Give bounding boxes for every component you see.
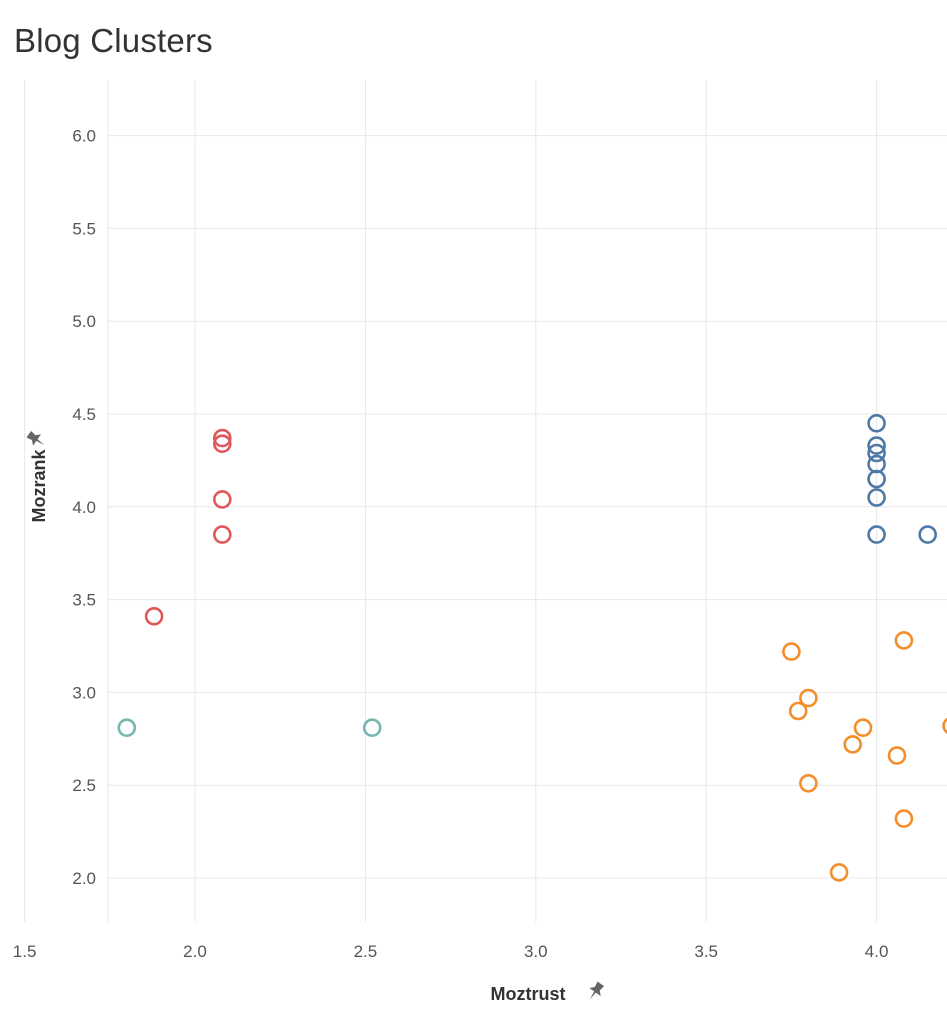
data-point[interactable]	[853, 718, 873, 738]
grid	[24, 80, 947, 922]
y-axis-ticks: 2.0 2.5 3.0 3.5 4.0 4.5 5.0 5.5 6.0	[72, 127, 96, 888]
x-axis-pin-icon[interactable]	[584, 980, 606, 1004]
y-axis-pin-icon[interactable]	[25, 429, 49, 451]
data-point[interactable]	[213, 490, 232, 509]
data-point[interactable]	[788, 701, 808, 721]
data-point[interactable]	[887, 746, 907, 765]
data-point[interactable]	[213, 525, 232, 544]
y-tick-label: 2.0	[72, 869, 96, 888]
data-point[interactable]	[867, 443, 886, 463]
x-tick-label: 2.0	[183, 942, 207, 961]
y-tick-label: 5.0	[72, 312, 96, 331]
data-point[interactable]	[213, 434, 232, 454]
data-point[interactable]	[894, 809, 914, 828]
data-point[interactable]	[867, 469, 886, 489]
y-tick-label: 5.5	[72, 219, 96, 238]
data-point[interactable]	[942, 717, 947, 734]
y-tick-label: 4.5	[72, 405, 96, 424]
data-point[interactable]	[799, 688, 818, 708]
x-axis-title[interactable]: Moztrust	[491, 984, 566, 1004]
data-point[interactable]	[867, 436, 886, 455]
data-points	[117, 413, 947, 882]
data-point[interactable]	[867, 525, 886, 544]
x-tick-label: 3.0	[524, 942, 548, 961]
data-point[interactable]	[362, 718, 382, 738]
x-tick-label: 4.0	[865, 942, 889, 961]
data-point[interactable]	[829, 863, 849, 882]
data-point[interactable]	[213, 428, 232, 448]
x-axis-ticks: 1.52.02.53.03.54.04.55.05.56.0	[13, 942, 889, 961]
y-tick-label: 3.0	[72, 683, 96, 702]
y-tick-label: 6.0	[72, 127, 96, 146]
x-tick-label: 2.5	[354, 942, 378, 961]
y-tick-label: 4.0	[72, 498, 96, 517]
chart-title: Blog Clusters	[14, 22, 213, 59]
y-tick-label: 2.5	[72, 776, 96, 795]
y-axis-title[interactable]: Mozrank	[29, 449, 49, 523]
data-point[interactable]	[918, 525, 938, 544]
data-point[interactable]	[867, 413, 886, 433]
data-point[interactable]	[894, 631, 914, 650]
data-point[interactable]	[144, 606, 164, 626]
data-point[interactable]	[867, 488, 886, 507]
data-point[interactable]	[799, 773, 818, 793]
data-point[interactable]	[117, 718, 137, 738]
data-point[interactable]	[843, 735, 863, 754]
data-point[interactable]	[782, 642, 801, 661]
x-tick-label: 1.5	[13, 942, 37, 961]
x-tick-label: 3.5	[694, 942, 718, 961]
y-tick-label: 3.5	[72, 591, 96, 610]
